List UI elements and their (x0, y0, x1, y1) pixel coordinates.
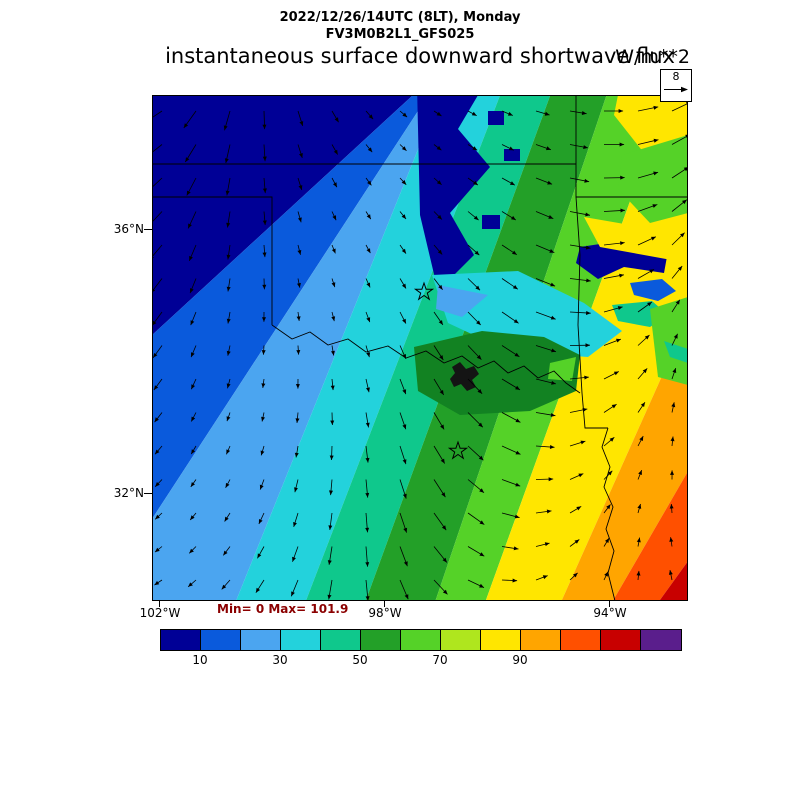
axis-tick (144, 229, 152, 230)
colorbar-tick-label: 30 (272, 653, 288, 667)
axis-tick (159, 601, 160, 607)
map-plot (152, 95, 688, 601)
colorbar-cell (401, 630, 441, 650)
colorbar-cell (281, 630, 321, 650)
colorbar-cell (201, 630, 241, 650)
wind-reference-value: 8 (672, 70, 680, 83)
colorbar: 10 30 50 70 90 (160, 629, 682, 667)
axis-tick (609, 601, 610, 607)
minmax-label: Min= 0 Max= 101.9 (217, 602, 349, 616)
colorbar-tick-label: 10 (192, 653, 208, 667)
colorbar-cell (561, 630, 601, 650)
colorbar-cell (441, 630, 481, 650)
colorbar-tick-label: 70 (432, 653, 448, 667)
colorbar-cell (161, 630, 201, 650)
colorbar-cells (160, 629, 682, 651)
plot-title: instantaneous surface downward shortwave… (165, 44, 675, 68)
lon-tick-label: 94°W (593, 606, 627, 620)
colorbar-cell (601, 630, 641, 650)
wind-reference-box: 8 (660, 69, 692, 102)
colorbar-ticks: 10 30 50 70 90 (160, 651, 680, 667)
colorbar-cell (241, 630, 281, 650)
colorbar-cell (641, 630, 681, 650)
model-heading: FV3M0B2L1_GFS025 (325, 27, 475, 42)
wind-reference-arrow-icon (664, 86, 688, 93)
colorbar-cell (361, 630, 401, 650)
axis-tick (144, 493, 152, 494)
lat-tick-label: 32°N (113, 486, 144, 500)
axis-tick (384, 601, 385, 607)
lat-tick-label: 36°N (113, 222, 144, 236)
colorbar-cell (481, 630, 521, 650)
lon-tick-label: 102°W (139, 606, 181, 620)
colorbar-cell (521, 630, 561, 650)
datetime-heading: 2022/12/26/14UTC (8LT), Monday (279, 10, 521, 25)
lon-tick-label: 98°W (368, 606, 402, 620)
colorbar-cell (321, 630, 361, 650)
units-label: W/m**2 (615, 46, 690, 68)
colorbar-tick-label: 90 (512, 653, 528, 667)
colorbar-tick-label: 50 (352, 653, 368, 667)
